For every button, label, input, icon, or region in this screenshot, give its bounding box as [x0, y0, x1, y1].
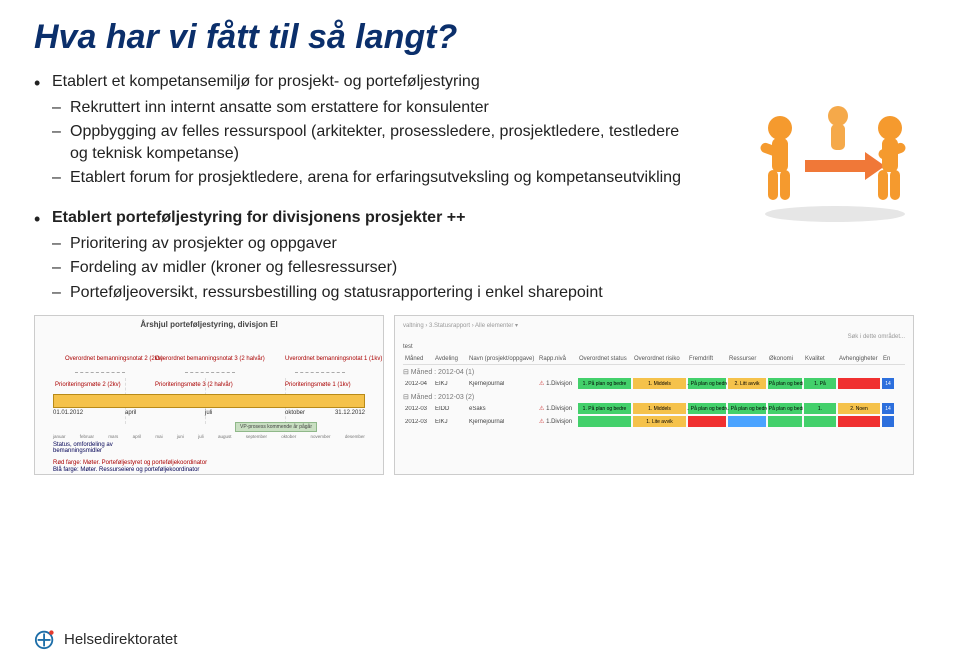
figure-title: Årshjul porteføljestyring, divisjon EI [35, 320, 383, 329]
status-cell: 1. På plan og bedre [688, 403, 726, 414]
status-cell [882, 416, 894, 427]
status-cell: 1. Middels [633, 378, 686, 389]
table-group-header[interactable]: ⊟ Måned : 2012-03 (2) [403, 393, 905, 401]
table-column-header[interactable]: Navn (prosjekt/oppgave) [467, 356, 537, 362]
table-column-header[interactable]: Avhengigheter [837, 356, 881, 362]
timeline-label: Prioriteringsmøte 3 (2 halvår) [155, 382, 233, 388]
status-cell: 14 [882, 378, 894, 389]
table-column-header[interactable]: En [881, 356, 895, 362]
page-title: Hva har vi fått til så langt? [34, 18, 926, 57]
status-cell: 1. På plan og bedre [688, 378, 726, 389]
timeline-side-label: Status, omfordeling av bemanningsmidler [53, 442, 113, 454]
table-column-header[interactable]: Økonomi [767, 356, 803, 362]
timeline-label: Overordnet bemanningsnotat 2 (2kv) [65, 356, 163, 362]
status-cell: 2. Litt avvik [728, 378, 766, 389]
bullet-text: Etablert et kompetansemiljø for prosjekt… [52, 73, 480, 90]
table-column-header[interactable]: Måned [403, 356, 433, 362]
logo-icon [34, 628, 56, 650]
breadcrumb: valtning › 3.Statusrapport › Alle elemen… [403, 322, 518, 329]
figure-timeline: Årshjul porteføljestyring, divisjon EI O… [34, 315, 384, 475]
timeline-label: Overordnet bemanningsnotat 3 (2 halvår) [155, 356, 265, 362]
status-cell: 1. På [804, 378, 836, 389]
status-cell [728, 416, 766, 427]
search-placeholder[interactable]: Søk i dette området... [848, 334, 905, 340]
status-cell: 1. [804, 403, 836, 414]
sub-list: Rekruttert inn internt ansatte som ersta… [52, 97, 684, 189]
status-cell [838, 378, 880, 389]
table-column-header[interactable]: Ressurser [727, 356, 767, 362]
status-cell [838, 416, 880, 427]
timeline-label: Prioriteringsmøte 2 (2kv) [55, 382, 121, 388]
status-cell [578, 416, 631, 427]
status-table: MånedAvdelingNavn (prosjekt/oppgave)Rapp… [403, 356, 905, 428]
table-column-header[interactable]: Kvalitet [803, 356, 837, 362]
status-cell [688, 416, 726, 427]
sub-item: Oppbygging av felles ressurspool (arkite… [52, 121, 684, 164]
status-cell: 1. På plan og bedre [768, 378, 802, 389]
timeline-end-date: 31.12.2012 [335, 410, 365, 416]
table-column-header[interactable]: Overordnet status [577, 356, 632, 362]
status-cell: 14 [882, 403, 894, 414]
status-cell [804, 416, 836, 427]
footer: Helsedirektoratet [34, 628, 177, 650]
status-cell: 1. På plan og bedre [728, 403, 766, 414]
timeline-month: juli [205, 410, 212, 416]
timeline-band [53, 394, 365, 408]
bullet-item: Etablert et kompetansemiljø for prosjekt… [34, 71, 684, 189]
test-label: test [403, 344, 413, 350]
table-row[interactable]: 2012-03EIKJKjernejournal⚠ 1.Divisjon1. L… [403, 415, 905, 428]
status-cell: 1. På plan og bedre [578, 403, 631, 414]
sub-item: Etablert forum for prosjektledere, arena… [52, 167, 684, 189]
sub-item: Prioritering av prosjekter og oppgaver [52, 233, 926, 255]
timeline-label: Uverordnet bemanningsnotat 1 (1kv) [285, 356, 382, 362]
table-column-header[interactable]: Fremdrift [687, 356, 727, 362]
figure-row: Årshjul porteføljestyring, divisjon EI O… [34, 315, 926, 475]
status-cell: 1. På plan og bedre [768, 403, 802, 414]
sub-item: Porteføljeoversikt, ressursbestilling og… [52, 282, 926, 304]
timeline-label: Prioriteringsmøte 1 (1kv) [285, 382, 351, 388]
table-header: MånedAvdelingNavn (prosjekt/oppgave)Rapp… [403, 356, 905, 365]
status-cell: 1. Lite avvik [633, 416, 686, 427]
status-cell: 1. På plan og bedre [578, 378, 631, 389]
timeline-month: april [125, 410, 136, 416]
legend-red: Rød farge: Møter. Porteføljestyret og po… [53, 460, 207, 466]
table-column-header[interactable]: Rapp.nivå [537, 356, 577, 362]
table-row[interactable]: 2012-03EIDDeSaks⚠ 1.Divisjon1. På plan o… [403, 402, 905, 415]
figure-sharepoint-table: valtning › 3.Statusrapport › Alle elemen… [394, 315, 914, 475]
table-column-header[interactable]: Overordnet risiko [632, 356, 687, 362]
sub-item: Fordeling av midler (kroner og fellesres… [52, 257, 926, 279]
bullet-text: Etablert porteføljestyring for divisjone… [52, 209, 465, 226]
sub-item: Rekruttert inn internt ansatte som ersta… [52, 97, 684, 119]
status-cell: 2. Noen [838, 403, 880, 414]
legend-blue: Blå farge: Møter. Ressurseiere og portef… [53, 467, 199, 473]
footer-text: Helsedirektoratet [64, 631, 177, 648]
table-group-header[interactable]: ⊟ Måned : 2012-04 (1) [403, 368, 905, 376]
timeline-stage: VP-prosess kommende år pågår [235, 422, 317, 432]
sub-list: Prioritering av prosjekter og oppgaver F… [52, 233, 926, 304]
timeline-months: januarfebruarmars aprilmaijuni juliaugus… [53, 434, 365, 439]
status-cell [768, 416, 802, 427]
timeline-month: oktober [285, 410, 305, 416]
status-cell: 1. Middels [633, 403, 686, 414]
illustration-collaboration [750, 86, 920, 226]
timeline-start-date: 01.01.2012 [53, 410, 83, 416]
table-column-header[interactable]: Avdeling [433, 356, 467, 362]
table-row[interactable]: 2012-04EIKJKjernejournal⚠ 1.Divisjon1. P… [403, 377, 905, 390]
